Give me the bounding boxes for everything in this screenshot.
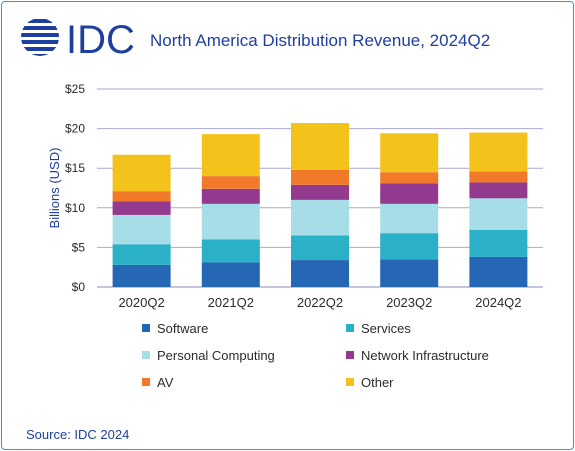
bar-segment bbox=[201, 239, 260, 263]
legend-swatch bbox=[346, 351, 354, 359]
legend-label: Software bbox=[157, 320, 209, 336]
y-axis-label: Billions (USD) bbox=[47, 148, 62, 229]
x-tick-label: 2022Q2 bbox=[297, 295, 343, 310]
bar-segment bbox=[112, 244, 171, 265]
bar-segment bbox=[201, 188, 260, 204]
bar-segment bbox=[112, 154, 171, 192]
y-tick-label: $10 bbox=[65, 201, 85, 215]
bar-segment bbox=[112, 201, 171, 215]
bar-segment bbox=[469, 198, 528, 230]
legend-swatch bbox=[142, 324, 150, 332]
bar-segment bbox=[201, 262, 260, 287]
x-tick-label: 2020Q2 bbox=[118, 295, 164, 310]
bar-segment bbox=[380, 203, 439, 234]
bar-segment bbox=[469, 171, 528, 183]
legend-label: Services bbox=[361, 320, 411, 336]
legend-item: Other bbox=[346, 374, 394, 390]
chart-title: North America Distribution Revenue, 2024… bbox=[150, 31, 491, 50]
bar-segment bbox=[201, 176, 260, 189]
legend-label: Other bbox=[361, 374, 394, 390]
y-tick-label: $5 bbox=[72, 240, 86, 254]
legend-swatch bbox=[346, 324, 354, 332]
bar-segment bbox=[291, 260, 349, 287]
y-tick-label: $15 bbox=[65, 161, 85, 175]
legend-label: AV bbox=[157, 374, 174, 390]
legend-item: Software bbox=[142, 320, 208, 336]
globe-icon bbox=[21, 19, 59, 56]
legend-label: Personal Computing bbox=[157, 347, 275, 363]
legend-item: Personal Computing bbox=[142, 347, 275, 363]
legend-label: Network Infrastructure bbox=[361, 347, 489, 363]
legend-swatch bbox=[142, 378, 150, 386]
y-tick-label: $20 bbox=[65, 122, 85, 136]
legend-swatch bbox=[142, 351, 150, 359]
x-tick-label: 2023Q2 bbox=[386, 295, 432, 310]
legend-item: AV bbox=[142, 374, 173, 390]
bar-segment bbox=[380, 172, 439, 184]
y-tick-label: $0 bbox=[72, 280, 86, 294]
bar-segment bbox=[112, 264, 171, 287]
x-tick-label: 2024Q2 bbox=[475, 295, 521, 310]
x-tick-label: 2021Q2 bbox=[208, 295, 254, 310]
bar-segment bbox=[291, 123, 349, 170]
bar-segment bbox=[469, 182, 528, 199]
legend-item: Network Infrastructure bbox=[346, 347, 489, 363]
bar-segment bbox=[469, 229, 528, 257]
bar-segment bbox=[380, 133, 439, 173]
bar-segment bbox=[112, 191, 171, 202]
bar-segment bbox=[469, 256, 528, 287]
bar-segment bbox=[201, 203, 260, 240]
bar-segment bbox=[380, 183, 439, 204]
source-note: Source: IDC 2024 bbox=[26, 427, 130, 442]
bar-segment bbox=[291, 184, 349, 200]
legend-swatch bbox=[346, 378, 354, 386]
bar-segment bbox=[380, 233, 439, 260]
legend-item: Services bbox=[346, 320, 411, 336]
y-tick-label: $25 bbox=[65, 82, 85, 96]
bar-segment bbox=[291, 199, 349, 236]
bar-segment bbox=[291, 235, 349, 261]
idc-logo: IDC bbox=[21, 18, 135, 58]
bar-segment bbox=[469, 132, 528, 172]
bar-segment bbox=[112, 214, 171, 245]
bar-segment bbox=[291, 169, 349, 185]
bar-segment bbox=[380, 259, 439, 287]
bar-segment bbox=[201, 134, 260, 177]
logo-text: IDC bbox=[66, 18, 135, 58]
